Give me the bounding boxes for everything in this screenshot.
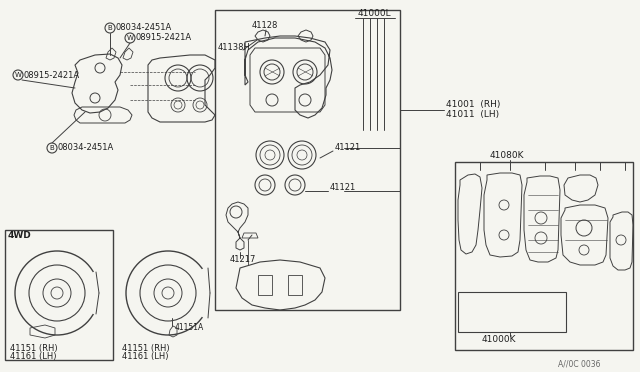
Text: 41217: 41217 (230, 256, 257, 264)
Text: 41000L: 41000L (358, 10, 392, 19)
Text: B: B (50, 145, 54, 151)
Bar (5, 230, 113, 360)
Text: 41151A: 41151A (175, 324, 204, 333)
Text: 41151 (RH): 41151 (RH) (122, 343, 170, 353)
Bar (455, 162, 633, 350)
Text: A//0C 0036: A//0C 0036 (558, 359, 600, 369)
Text: B: B (108, 25, 113, 31)
Text: 41000K: 41000K (482, 336, 516, 344)
Text: 41151 (RH): 41151 (RH) (10, 343, 58, 353)
Text: 08915-2421A: 08915-2421A (23, 71, 79, 80)
Text: 41001  (RH): 41001 (RH) (446, 100, 500, 109)
Bar (215, 10, 400, 310)
Text: 41121: 41121 (335, 144, 361, 153)
Text: 08915-2421A: 08915-2421A (135, 33, 191, 42)
Text: 4WD: 4WD (8, 231, 32, 240)
Text: 08034-2451A: 08034-2451A (115, 23, 172, 32)
Text: W: W (127, 35, 133, 41)
Text: 41161 (LH): 41161 (LH) (122, 352, 168, 360)
Text: 41121: 41121 (330, 183, 356, 192)
Text: 41080K: 41080K (490, 151, 525, 160)
Text: W: W (15, 72, 21, 78)
Text: 41138H: 41138H (218, 42, 251, 51)
Text: 08034-2451A: 08034-2451A (57, 144, 113, 153)
Text: 41011  (LH): 41011 (LH) (446, 110, 499, 119)
Text: 41161 (LH): 41161 (LH) (10, 352, 56, 360)
Bar (458, 292, 566, 332)
Text: 41128: 41128 (252, 22, 278, 31)
